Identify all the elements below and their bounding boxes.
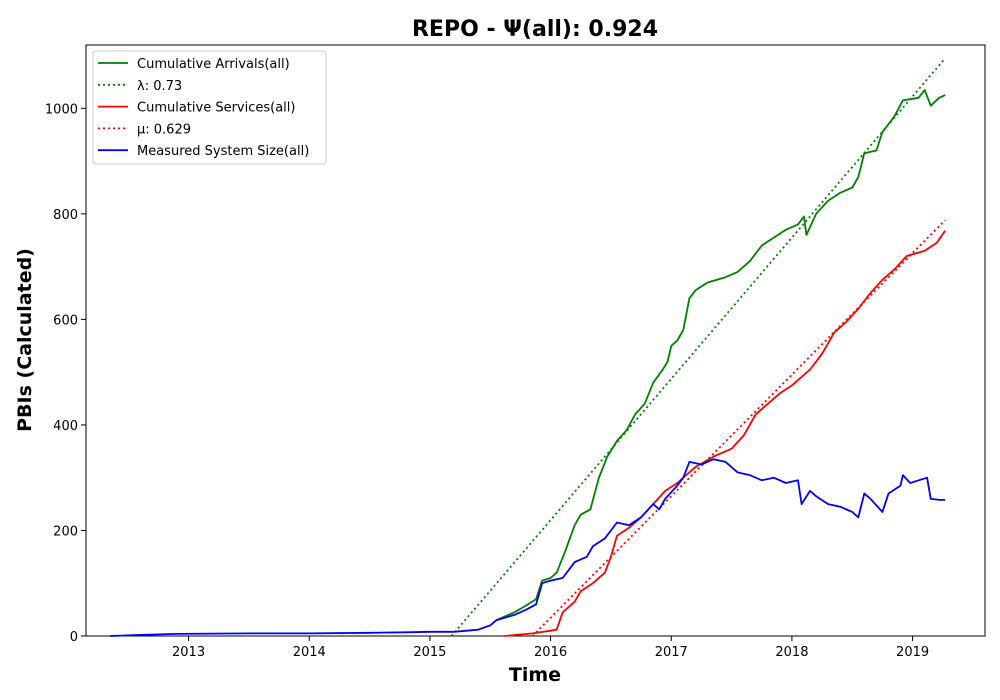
y-tick-label: 400 (53, 419, 78, 434)
y-axis-label: PBIs (Calculated) (14, 248, 36, 432)
series-line-2-0-73 (450, 57, 946, 637)
x-axis-label: Time (509, 664, 561, 686)
legend-label: μ: 0.629 (137, 122, 191, 137)
legend-label: Measured System Size(all) (137, 144, 309, 159)
x-tick-label: 2019 (896, 645, 929, 660)
y-tick-label: 800 (53, 208, 78, 223)
x-tick-label: 2013 (172, 645, 205, 660)
legend-label: Cumulative Services(all) (137, 101, 295, 116)
series-line-1-cumulative-arrivals-all (495, 89, 946, 622)
y-tick-label: 1000 (45, 102, 78, 117)
series-line-5-measured-system-size-all (110, 458, 946, 637)
x-tick-label: 2017 (655, 645, 688, 660)
x-tick-label: 2016 (534, 645, 567, 660)
x-tick-label: 2015 (413, 645, 446, 660)
legend: Cumulative Arrivals(all) λ: 0.73 Cumulativ… (92, 50, 327, 165)
y-tick-label: 0 (70, 630, 78, 645)
y-tick-label: 200 (53, 524, 78, 539)
x-tick-label: 2014 (293, 645, 326, 660)
legend-label: λ: 0.73 (137, 79, 182, 94)
y-tick-label: 600 (53, 313, 78, 328)
plot-frame (85, 44, 986, 637)
series-line-3-cumulative-services-all (504, 230, 946, 637)
legend-label: Cumulative Arrivals(all) (137, 57, 290, 72)
chart-title: REPO - Ψ(all): 0.924 (412, 17, 658, 42)
x-tick-label: 2018 (775, 645, 808, 660)
